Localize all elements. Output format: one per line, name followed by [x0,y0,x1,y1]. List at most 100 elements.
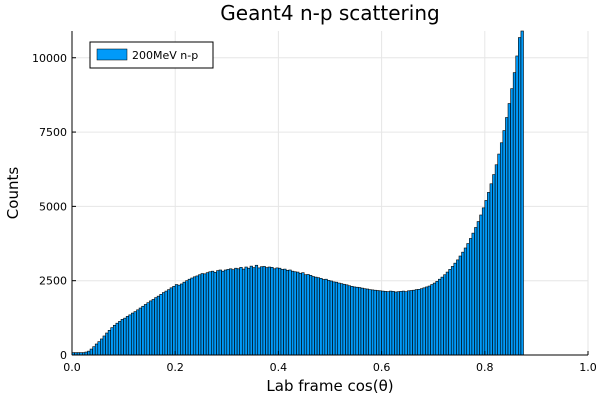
histogram-bar [272,268,277,356]
histogram-bar [288,269,292,356]
histogram-bar [216,270,220,356]
histogram-bar [208,271,212,356]
histogram-bar [505,117,509,356]
histogram-bar [316,277,320,356]
histogram-bar [190,277,194,356]
histogram-bar [177,284,181,356]
histogram-bar [479,214,483,356]
histogram-bar [151,299,155,356]
histogram-bar [149,300,153,356]
histogram-bar [311,276,315,356]
histogram-bar [432,282,437,356]
histogram-bar [290,270,295,356]
histogram-bar [180,283,184,356]
histogram-bar [229,268,233,356]
histogram-bar [203,273,207,356]
histogram-bar [502,130,506,356]
histogram-bar [159,294,163,356]
chart-title: Geant4 n-p scattering [220,1,439,25]
y-tick-label: 10000 [32,52,67,65]
histogram-bar [167,289,171,356]
histogram-bar [174,284,179,356]
histogram-bar [378,290,382,356]
histogram-bar [143,304,148,356]
histogram-bar [309,275,313,356]
x-tick-label: 0.6 [373,361,391,374]
histogram-bar [458,255,462,356]
histogram-bar [187,278,191,356]
histogram-bar [280,269,284,356]
histogram-bar [275,267,279,356]
histogram-bar [474,227,478,356]
histogram-bar [102,335,106,356]
histogram-bar [520,30,524,356]
histogram-bar [383,291,388,356]
histogram-bar [283,268,287,356]
histogram-bar [239,267,243,356]
histogram-bar [456,259,460,356]
histogram-bar [350,286,354,356]
histogram-bar [123,317,127,356]
histogram-bar [154,297,158,356]
histogram-bar [489,183,493,356]
histogram-bar [414,289,419,356]
histogram-bar [394,291,398,356]
histogram-bar [507,103,511,356]
x-tick-label: 0.0 [63,361,81,374]
histogram-bar [381,290,385,356]
histogram-bar [332,281,336,356]
histogram-bar [355,286,359,356]
histogram-bar [226,269,230,356]
histogram-bar [430,284,434,356]
histogram-bar [247,267,251,356]
histogram-bar [241,268,246,356]
histogram-bar [285,269,290,356]
histogram-bar [195,275,199,356]
histogram-bar [407,290,411,356]
histogram-bar [211,270,215,356]
histogram-bar [409,290,413,356]
histogram-bar [141,305,145,356]
y-tick-label: 0 [60,349,67,362]
histogram-bar [448,269,452,356]
histogram-bar [435,280,439,356]
histogram-bar [347,285,351,356]
histogram-bar [373,289,377,356]
plot-frame [71,31,588,356]
histogram-bar [97,341,101,356]
histogram-bar [453,262,457,356]
histogram-bar [128,314,132,356]
histogram-bar [466,243,470,356]
histogram-bar [518,37,522,356]
y-tick-label: 2500 [39,275,67,288]
histogram-bar [249,265,253,356]
histogram-bar [499,142,504,356]
histogram-bar [236,268,240,356]
histogram-bar [417,289,421,356]
histogram-bar [463,247,468,356]
histogram-bar [296,271,300,356]
histogram-bar [512,72,517,356]
histogram-bar [125,316,130,356]
x-tick-label: 1.0 [579,361,597,374]
histogram-bar [404,291,408,356]
histogram-bar [156,295,161,356]
histogram-bar [133,311,137,356]
y-tick-label: 7500 [39,126,67,139]
histogram-bar [89,348,93,356]
histogram-bar [136,309,140,356]
histogram-bar [492,174,496,356]
legend-swatch [96,48,128,61]
histogram-bar [293,271,297,356]
histogram-bar [487,192,491,356]
histogram-bar [443,274,447,356]
histogram-bar [169,287,173,356]
histogram-bar [481,207,486,356]
x-axis-label: Lab frame cos(θ) [266,377,393,395]
histogram-bar [427,285,431,356]
histogram-bar [345,284,349,356]
histogram-bar [257,267,261,356]
histogram-bar [260,266,264,356]
histogram-bar [340,283,344,356]
histogram-bar [422,287,426,356]
